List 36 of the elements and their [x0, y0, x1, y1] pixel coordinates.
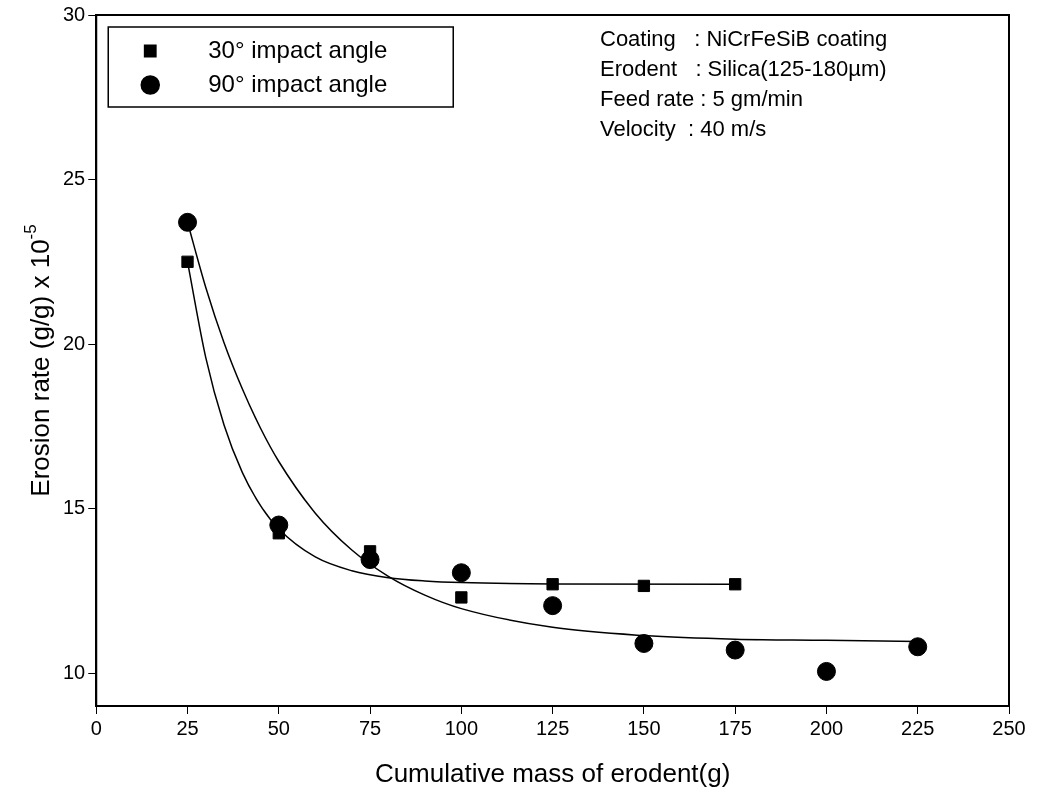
- legend-label: 30° impact angle: [208, 35, 388, 63]
- annotation: Coating : NiCrFeSiB coating: [600, 26, 888, 52]
- point: [455, 591, 468, 604]
- x-tick-label: 125: [535, 716, 570, 739]
- point: [634, 633, 654, 653]
- x-tick-label: 150: [627, 716, 661, 739]
- x-tick-label: 175: [718, 716, 752, 739]
- y-tick-label: 30: [63, 2, 86, 25]
- x-tick-label: 225: [901, 716, 935, 739]
- annotation: Feed rate : 5 gm/min: [600, 86, 803, 112]
- x-tick-label: 25: [176, 716, 199, 739]
- point: [725, 640, 745, 660]
- point: [729, 578, 742, 591]
- point: [178, 212, 198, 232]
- x-tick-label: 100: [444, 716, 479, 739]
- point: [908, 637, 928, 657]
- x-tick-label: 250: [992, 716, 1026, 739]
- y-tick-label: 25: [63, 167, 86, 190]
- legend-label: 90° impact angle: [208, 69, 388, 97]
- y-tick-label: 15: [63, 496, 86, 519]
- point: [181, 255, 194, 268]
- x-tick-label: 75: [358, 716, 382, 739]
- point: [546, 578, 559, 591]
- point: [451, 563, 471, 583]
- annotation: Erodent : Silica(125-180µm): [600, 56, 887, 82]
- y-tick-label: 10: [63, 660, 86, 683]
- y-tick-label: 20: [63, 331, 86, 354]
- y-axis-title: Erosion rate (g/g) x 10-5: [21, 224, 56, 497]
- x-tick-label: 200: [809, 716, 844, 739]
- annotation: Velocity : 40 m/s: [600, 116, 767, 142]
- x-tick-label: 50: [267, 716, 290, 739]
- x-tick-label: 0: [90, 716, 102, 739]
- x-axis-title: Cumulative mass of erodent(g): [374, 758, 731, 789]
- point: [637, 579, 651, 593]
- point: [816, 661, 836, 681]
- point: [543, 596, 563, 616]
